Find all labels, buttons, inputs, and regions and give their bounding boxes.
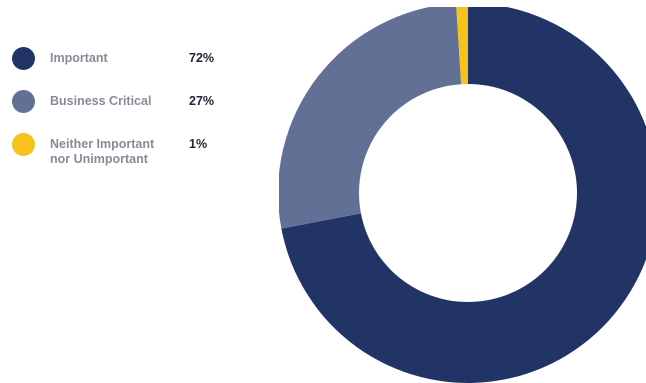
legend-item-neither: Neither Important nor Unimportant 1% bbox=[12, 132, 252, 167]
legend-value-business-critical: 27% bbox=[189, 94, 215, 108]
donut-slice-neither bbox=[456, 7, 468, 85]
legend-value-important: 72% bbox=[189, 51, 215, 65]
legend-label-important: Important bbox=[50, 51, 108, 65]
legend-swatch-neither bbox=[12, 133, 35, 156]
legend-swatch-business-critical bbox=[12, 90, 35, 113]
donut-slice-important bbox=[281, 7, 646, 383]
donut-chart bbox=[279, 7, 646, 383]
legend-value-neither: 1% bbox=[189, 137, 208, 151]
donut-chart-area bbox=[279, 7, 646, 383]
legend-swatch-important bbox=[12, 47, 35, 70]
legend-label-business-critical: Business Critical bbox=[50, 94, 152, 108]
legend-item-important: Important 72% bbox=[12, 46, 252, 70]
legend-item-business-critical: Business Critical 27% bbox=[12, 89, 252, 113]
legend-label-neither: Neither Important nor Unimportant bbox=[50, 137, 155, 166]
donut-slice-business-critical bbox=[279, 7, 462, 229]
chart-legend: Important 72% Business Critical 27% Neit… bbox=[12, 46, 252, 186]
